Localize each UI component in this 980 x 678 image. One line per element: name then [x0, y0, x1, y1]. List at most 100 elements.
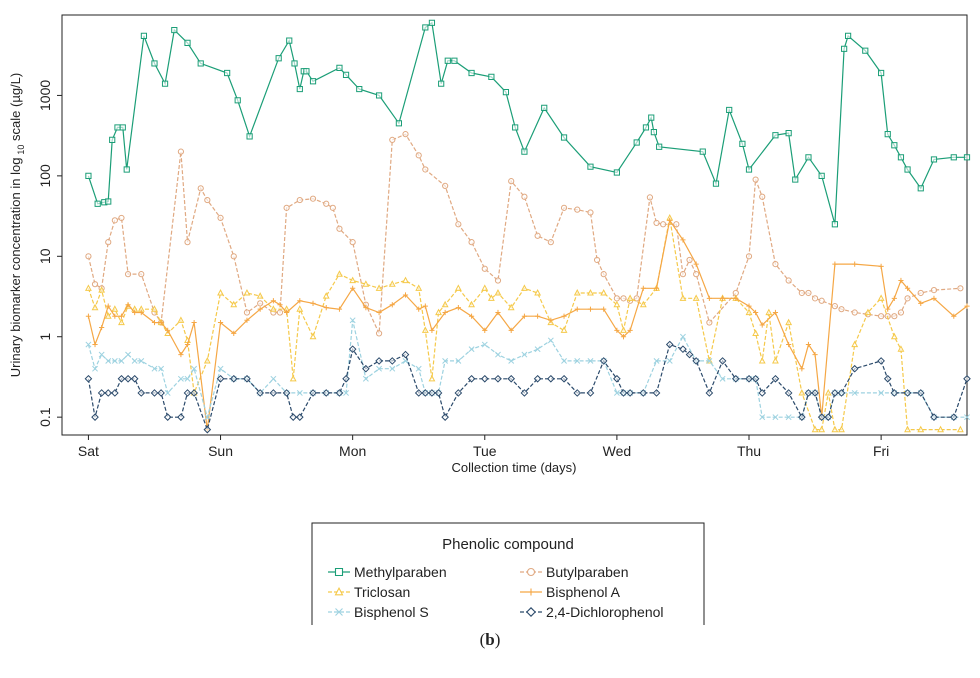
data-point-2-4-dichlorophenol [804, 389, 813, 397]
data-point-2-4-dichlorophenol [963, 374, 971, 383]
series-2-4-dichlorophenol [84, 340, 971, 434]
data-point-methylparaben [184, 39, 191, 46]
data-point-triclosan [745, 308, 753, 316]
data-point-bisphenol-a [667, 217, 673, 223]
data-point-2-4-dichlorophenol [216, 374, 225, 383]
data-point-2-4-dichlorophenol [111, 389, 119, 397]
data-point-triclosan [296, 305, 304, 312]
data-point-triclosan [520, 284, 528, 291]
data-point-2-4-dichlorophenol [586, 389, 595, 397]
data-point-butylparaben [455, 221, 462, 228]
data-point-methylparaben [336, 64, 343, 71]
data-point-methylparaben [862, 47, 869, 54]
data-point-bisphenol-s [613, 389, 620, 396]
data-point-bisphenol-a [422, 303, 428, 309]
data-point-butylparaben [772, 261, 779, 268]
data-point-2-4-dichlorophenol [309, 389, 317, 397]
data-point-2-4-dichlorophenol [467, 374, 476, 383]
data-point-bisphenol-a [455, 305, 461, 311]
data-point-triclosan [831, 425, 839, 433]
data-point-2-4-dichlorophenol [837, 389, 846, 397]
data-point-bisphenol-a [799, 366, 805, 372]
data-point-methylparaben [224, 69, 231, 77]
data-point-butylparaben [613, 295, 620, 302]
data-point-butylparaben [138, 271, 145, 278]
data-point-butylparaben [660, 221, 667, 228]
data-point-methylparaben [85, 172, 92, 179]
data-point-butylparaben [336, 225, 343, 232]
data-point-methylparaben [395, 120, 402, 127]
data-point-2-4-dichlorophenol [619, 389, 628, 397]
data-point-2-4-dichlorophenol [229, 374, 238, 383]
data-point-methylparaben [161, 80, 169, 87]
data-point-triclosan [587, 289, 594, 296]
data-point-bisphenol-a [376, 309, 382, 316]
data-point-2-4-dichlorophenol [295, 413, 304, 421]
data-point-2-4-dichlorophenol [560, 374, 568, 383]
data-point-triclosan [402, 276, 409, 284]
x-tick-label: Mon [339, 443, 366, 459]
data-point-bisphenol-s [376, 365, 383, 372]
data-point-bisphenol-a [297, 298, 303, 304]
data-point-2-4-dichlorophenol [930, 413, 938, 421]
data-point-2-4-dichlorophenol [375, 357, 383, 365]
data-point-bisphenol-s [92, 365, 98, 372]
data-point-methylparaben [234, 97, 241, 104]
data-point-bisphenol-a [891, 295, 897, 301]
data-point-methylparaben [114, 124, 121, 131]
legend-marker-bisphenol-a [527, 588, 535, 596]
data-point-2-4-dichlorophenol [150, 389, 159, 397]
data-point-triclosan [111, 305, 119, 312]
data-point-bisphenol-a [310, 300, 316, 306]
data-point-triclosan [904, 425, 911, 433]
data-point-bisphenol-a [416, 306, 422, 312]
data-point-butylparaben [508, 178, 515, 185]
data-point-triclosan [487, 294, 495, 301]
data-point-triclosan [435, 308, 442, 316]
x-tick-label: Sun [208, 443, 233, 459]
data-point-methylparaben [656, 143, 663, 150]
data-point-bisphenol-s [468, 346, 475, 353]
data-point-bisphenol-s [151, 365, 158, 372]
data-point-triclosan [177, 316, 185, 323]
data-point-butylparaben [534, 232, 541, 239]
data-point-methylparaben [699, 148, 706, 155]
legend-marker-2-4-dichlorophenol [526, 607, 536, 617]
y-tick-label: 1 [37, 333, 53, 341]
data-point-bisphenol-s [521, 351, 528, 358]
data-point-butylparaben [620, 295, 627, 302]
y-tick-label: 0.1 [37, 407, 53, 427]
data-point-bisphenol-s [964, 414, 970, 421]
data-point-2-4-dichlorophenol [137, 389, 146, 397]
series-layer [84, 19, 971, 434]
data-point-2-4-dichlorophenol [817, 413, 826, 421]
data-point-2-4-dichlorophenol [731, 374, 740, 383]
data-point-butylparaben [494, 277, 502, 284]
data-point-methylparaben [792, 176, 799, 183]
data-point-2-4-dichlorophenol [183, 389, 192, 397]
data-point-2-4-dichlorophenol [573, 389, 582, 397]
data-point-2-4-dichlorophenol [890, 389, 899, 397]
data-point-bisphenol-s [574, 357, 581, 364]
data-point-butylparaben [686, 256, 693, 264]
data-point-2-4-dichlorophenol [705, 389, 714, 397]
data-point-2-4-dichlorophenol [335, 389, 344, 397]
data-point-triclosan [811, 425, 819, 433]
data-point-bisphenol-s [125, 351, 132, 358]
data-point-triclosan [626, 294, 634, 301]
data-point-triclosan [824, 389, 832, 396]
data-point-bisphenol-a [429, 327, 435, 333]
data-point-butylparaben [204, 197, 211, 204]
data-point-methylparaben [560, 134, 568, 141]
data-point-bisphenol-s [98, 351, 105, 358]
data-point-bisphenol-a [964, 303, 970, 309]
legend-marker-butylparaben [526, 567, 536, 577]
data-point-butylparaben [831, 303, 838, 310]
legend-title: Phenolic compound [442, 536, 574, 553]
data-point-2-4-dichlorophenol [547, 374, 555, 383]
data-point-methylparaben [119, 124, 126, 131]
data-point-bisphenol-s [785, 414, 792, 421]
data-point-triclosan [388, 280, 396, 287]
data-point-methylparaben [772, 132, 779, 139]
data-point-butylparaben [283, 204, 290, 211]
